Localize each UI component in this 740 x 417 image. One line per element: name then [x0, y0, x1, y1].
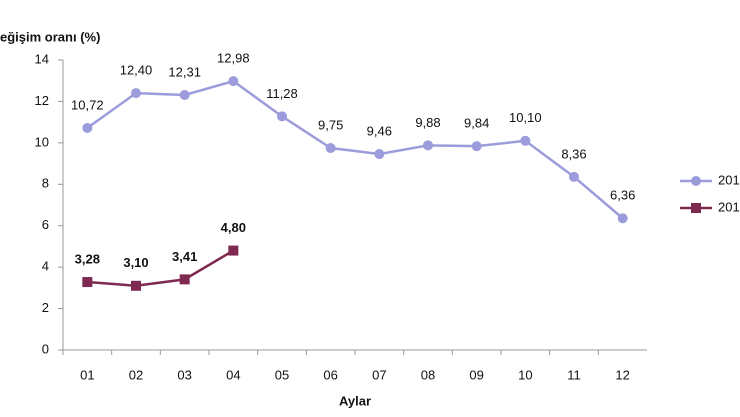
x-tick-label: 01 [80, 367, 94, 382]
x-tick-label: 09 [469, 367, 483, 382]
marker [82, 277, 93, 288]
legend-label: 201 [718, 199, 740, 214]
y-tick-label: 10 [35, 134, 49, 149]
marker [423, 140, 433, 151]
marker [82, 122, 93, 133]
marker [179, 274, 190, 285]
data-label: 10,10 [509, 110, 542, 125]
x-tick-label: 08 [421, 367, 435, 382]
data-label: 6,36 [610, 188, 635, 203]
x-tick-label: 07 [372, 367, 386, 382]
marker [325, 143, 336, 154]
data-label: 9,88 [415, 115, 440, 130]
marker [691, 203, 701, 213]
marker [228, 76, 239, 87]
legend-label: 201 [718, 172, 740, 187]
marker [374, 149, 385, 160]
x-tick-label: 11 [567, 367, 581, 382]
data-label: 9,75 [318, 117, 343, 132]
marker [131, 280, 141, 291]
data-label: 12,31 [168, 64, 201, 79]
series-line [87, 249, 234, 288]
chart-title: eğişim oranı (%) [0, 29, 100, 44]
data-label: 4,80 [221, 220, 246, 235]
data-label: 3,10 [123, 255, 148, 270]
data-label: 9,46 [367, 123, 392, 138]
x-tick-label: 04 [226, 367, 240, 382]
data-label: 8,36 [561, 146, 586, 161]
marker [228, 245, 239, 256]
x-tick-label: 05 [275, 367, 289, 382]
x-tick-label: 02 [129, 367, 143, 382]
data-label: 11,28 [266, 86, 298, 101]
x-tick-label: 06 [323, 367, 337, 382]
data-label: 12,98 [217, 51, 250, 66]
y-tick-label: 14 [35, 51, 49, 66]
marker [569, 171, 579, 182]
y-tick-label: 0 [42, 341, 49, 356]
x-axis-label: Aylar [339, 393, 371, 408]
data-label: 12,40 [120, 63, 153, 78]
data-label: 3,41 [172, 249, 197, 264]
marker [277, 111, 287, 122]
y-tick-label: 2 [42, 300, 49, 315]
x-tick-label: 03 [177, 367, 191, 382]
series-line [86, 79, 624, 220]
y-tick-label: 6 [42, 217, 49, 232]
data-label: 9,84 [464, 116, 489, 131]
y-tick-label: 8 [42, 176, 49, 191]
y-tick-label: 12 [35, 93, 49, 108]
marker [471, 141, 482, 152]
y-tick-label: 4 [42, 259, 49, 274]
marker [179, 90, 190, 101]
data-label: 10,72 [71, 97, 104, 112]
data-label: 3,28 [75, 251, 100, 266]
marker [691, 176, 701, 186]
x-tick-label: 12 [615, 367, 629, 382]
marker [520, 135, 531, 146]
x-tick-label: 10 [518, 367, 532, 382]
marker [617, 213, 628, 224]
marker [131, 88, 141, 99]
